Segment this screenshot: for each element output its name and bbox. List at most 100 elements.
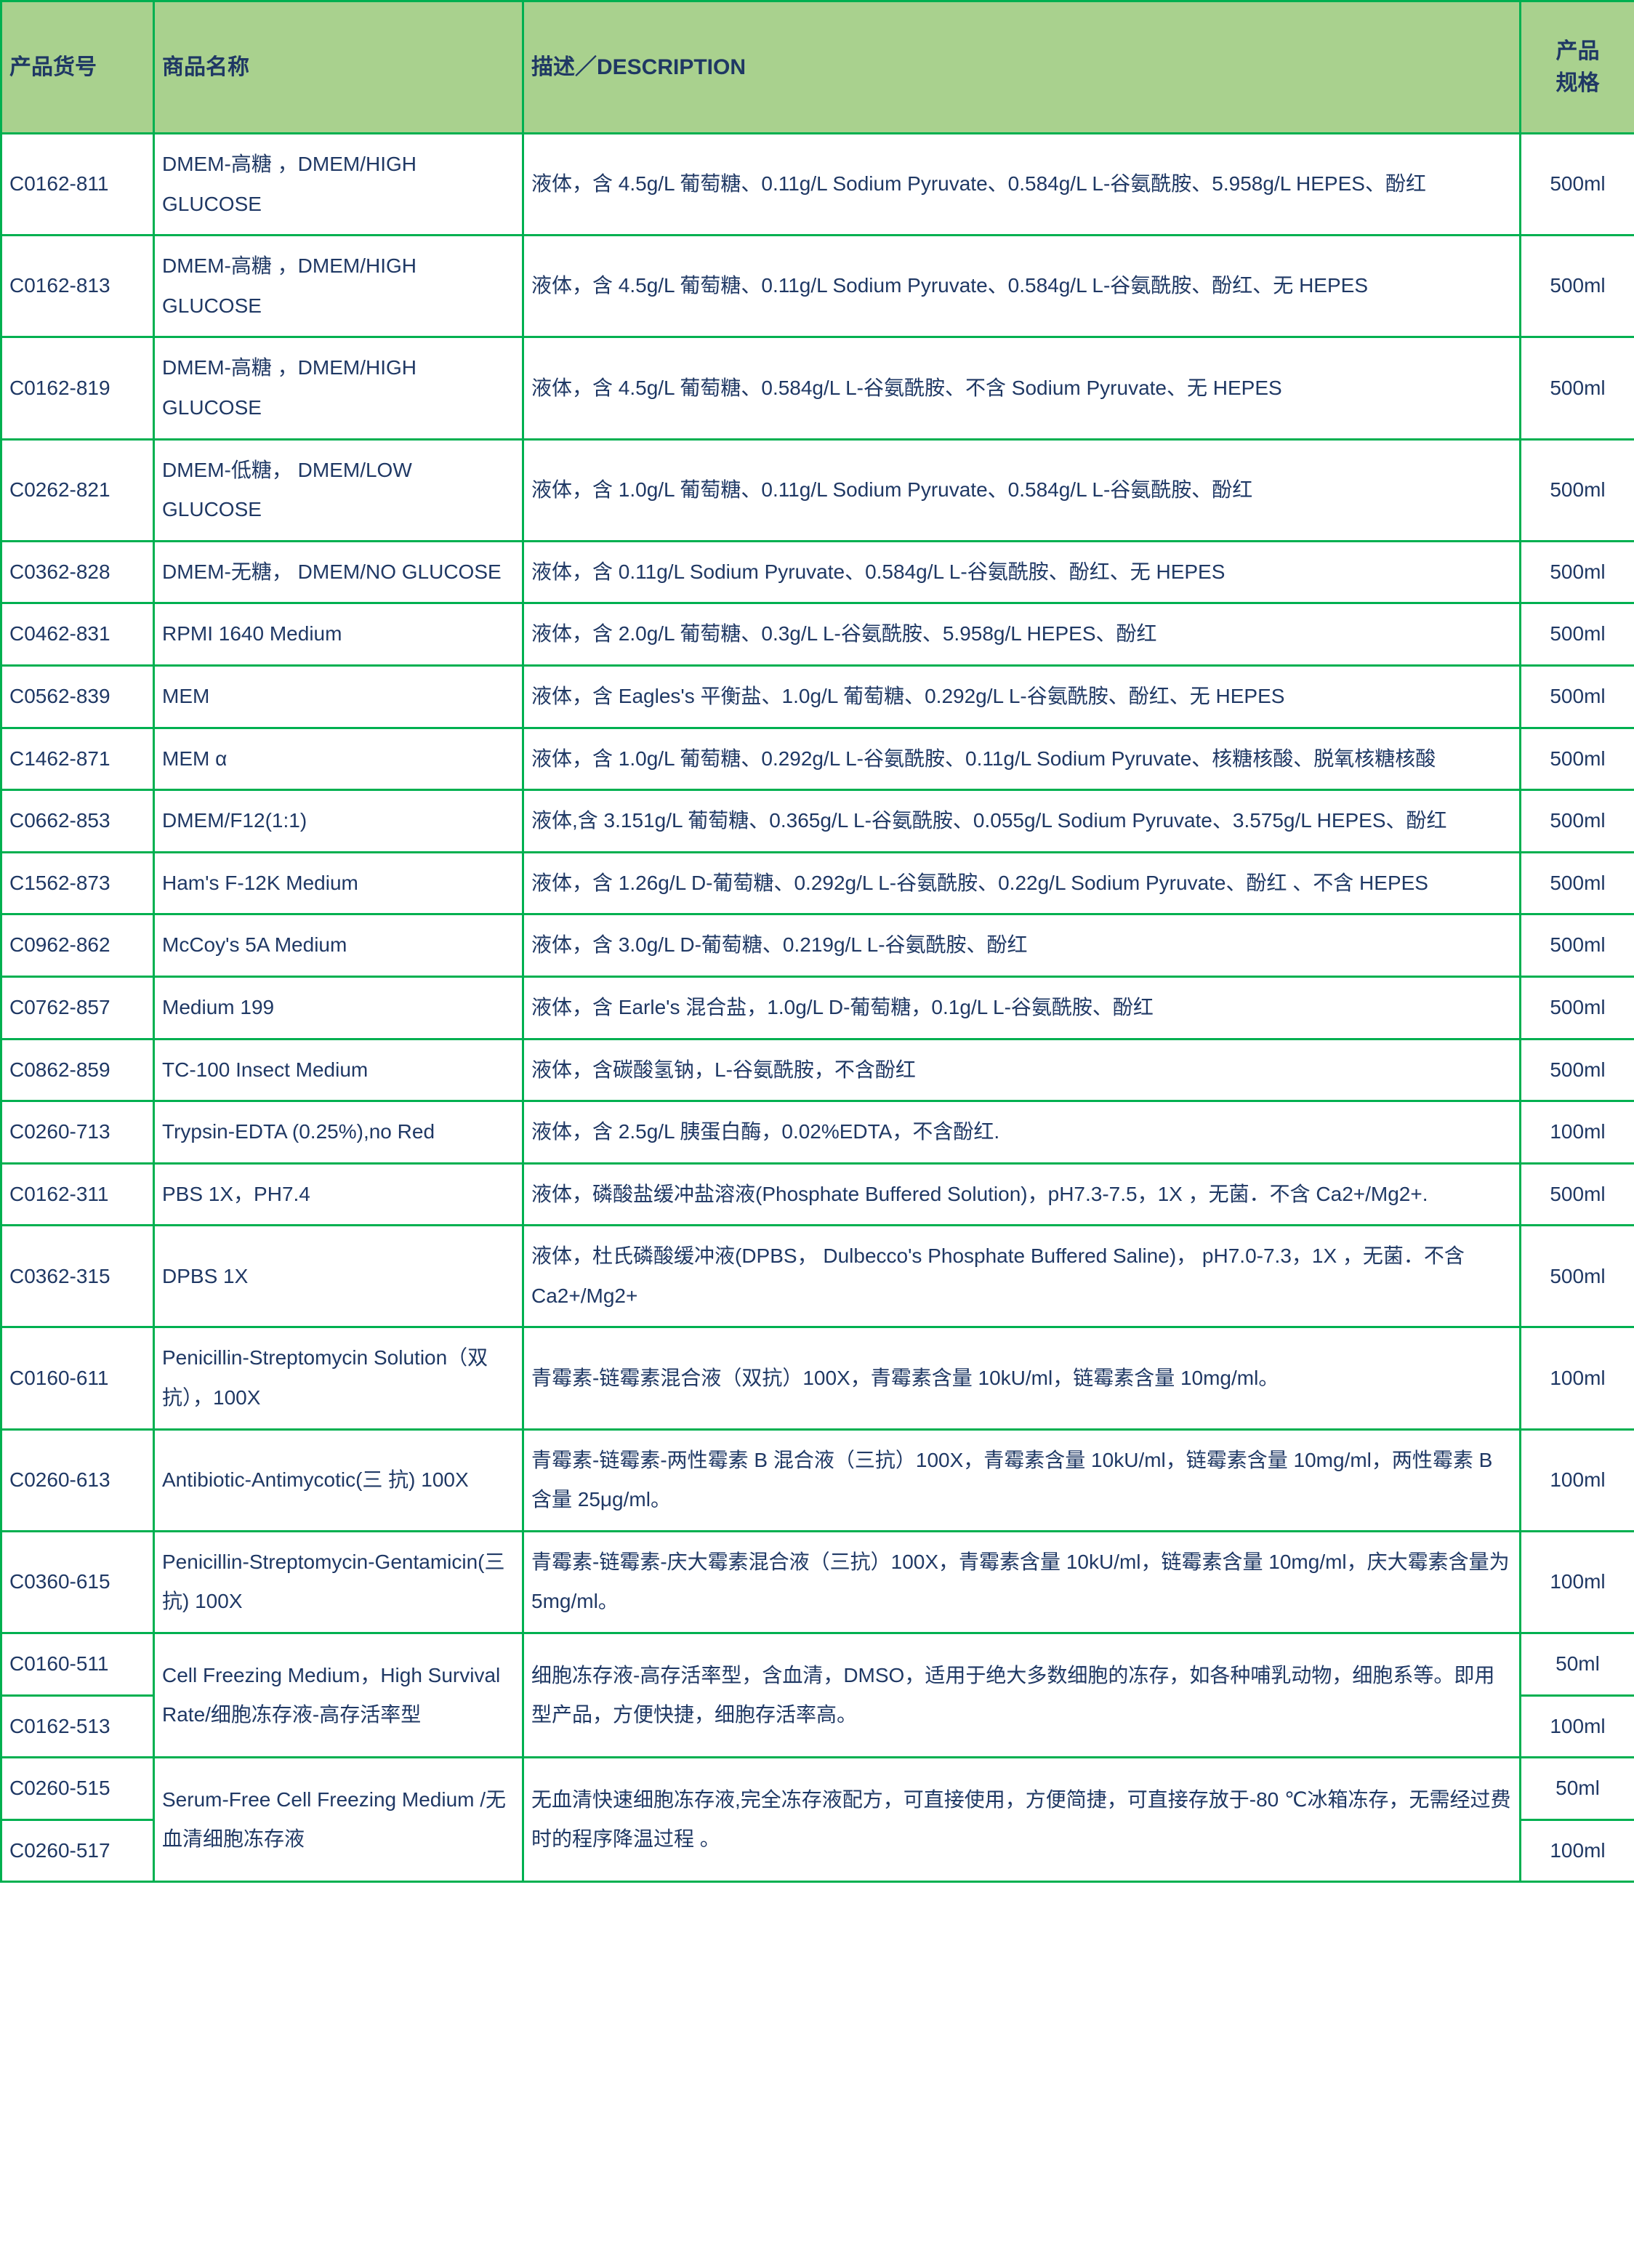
table-row: C0162-311 PBS 1X，PH7.4 液体，磷酸盐缓冲盐溶液(Phospha… — [0, 1162, 1634, 1227]
cell-specification: 100ml — [1519, 1818, 1634, 1883]
cell-product-code: C0162-311 — [0, 1162, 155, 1227]
cell-product-name: McCoy's 5A Medium — [153, 913, 524, 978]
cell-product-code: C0260-515 — [0, 1756, 155, 1821]
cell-specification: 500ml — [1519, 913, 1634, 978]
table-row: C0162-811 DMEM-高糖 ，DMEM/HIGH GLUCOSE 液体，含 … — [0, 132, 1634, 237]
cell-description: 青霉素-链霉素混合液（双抗）100X，青霉素含量 10kU/ml，链霉素含量 1… — [522, 1326, 1521, 1431]
cell-product-name: DPBS 1X — [153, 1224, 524, 1329]
cell-product-name: DMEM-低糖， DMEM/LOW GLUCOSE — [153, 438, 524, 542]
cell-specification: 500ml — [1519, 1037, 1634, 1103]
cell-specification: 100ml — [1519, 1326, 1634, 1431]
cell-specification: 500ml — [1519, 1162, 1634, 1227]
cell-product-code: C1462-871 — [0, 726, 155, 792]
cell-product-name: Penicillin-Streptomycin-Gentamicin(三抗) 1… — [153, 1529, 524, 1635]
table-row: C1562-873 Ham's F-12K Medium 液体，含 1.26g/L … — [0, 850, 1634, 916]
table-body: C0162-811 DMEM-高糖 ，DMEM/HIGH GLUCOSE 液体，含 … — [0, 132, 1634, 1883]
cell-specification: 500ml — [1519, 336, 1634, 441]
cell-product-name: DMEM/F12(1:1) — [153, 789, 524, 853]
cell-product-name: TC-100 Insect Medium — [153, 1037, 524, 1103]
cell-description: 液体，含 3.0g/L D-葡萄糖、0.219g/L L-谷氨酰胺、酚红 — [522, 913, 1521, 978]
cell-specification: 100ml — [1519, 1529, 1634, 1635]
cell-description: 液体，含 4.5g/L 葡萄糖、0.11g/L Sodium Pyruvate、… — [522, 234, 1521, 339]
cell-product-code: C0260-517 — [0, 1818, 155, 1883]
cell-specification: 500ml — [1519, 726, 1634, 792]
column-header-specification-line2: 规格 — [1555, 71, 1600, 95]
table-header-row: 产品货号 商品名称 描述／DESCRIPTION 产品 规格 — [0, 0, 1634, 134]
cell-specification: 50ml — [1519, 1756, 1634, 1821]
cell-product-code: C0862-859 — [0, 1037, 155, 1103]
cell-description: 液体，含 0.11g/L Sodium Pyruvate、0.584g/L L-… — [522, 539, 1521, 605]
table-row: C0362-828 DMEM-无糖， DMEM/NO GLUCOSE 液体，含 0.… — [0, 539, 1634, 605]
cell-specification: 500ml — [1519, 539, 1634, 605]
table-header: 产品货号 商品名称 描述／DESCRIPTION 产品 规格 — [0, 0, 1634, 134]
cell-product-name: Cell Freezing Medium，High Survival Rate/… — [153, 1632, 524, 1759]
cell-product-code: C0362-828 — [0, 539, 155, 605]
cell-specification: 500ml — [1519, 132, 1634, 237]
table-row: C0762-857 Medium 199 液体，含 Earle's 混合盐，1.0g… — [0, 975, 1634, 1040]
table-row: C0162-513 100ml — [0, 1694, 1634, 1759]
table-row: C0160-511 Cell Freezing Medium，High Survi… — [0, 1632, 1634, 1759]
cell-description: 液体，磷酸盐缓冲盐溶液(Phosphate Buffered Solution)… — [522, 1162, 1521, 1227]
table-row: C0462-831 RPMI 1640 Medium 液体，含 2.0g/L 葡萄糖… — [0, 602, 1634, 667]
cell-description: 液体，含碳酸氢钠，L-谷氨酰胺，不含酚红 — [522, 1037, 1521, 1103]
cell-product-name: Penicillin-Streptomycin Solution（双抗），100… — [153, 1326, 524, 1431]
table-row: C0160-611 Penicillin-Streptomycin Solutio… — [0, 1326, 1634, 1431]
cell-product-code: C0462-831 — [0, 602, 155, 667]
cell-description: 青霉素-链霉素-庆大霉素混合液（三抗）100X，青霉素含量 10kU/ml，链霉… — [522, 1529, 1521, 1635]
column-header-specification: 产品 规格 — [1519, 0, 1634, 134]
cell-specification: 500ml — [1519, 438, 1634, 542]
cell-description: 液体，含 4.5g/L 葡萄糖、0.11g/L Sodium Pyruvate、… — [522, 132, 1521, 237]
table-row: C1462-871 MEM α 液体，含 1.0g/L 葡萄糖、0.292g/L L… — [0, 726, 1634, 792]
cell-specification: 100ml — [1519, 1428, 1634, 1532]
cell-description: 液体，含 Eagles's 平衡盐、1.0g/L 葡萄糖、0.292g/L L-… — [522, 664, 1521, 729]
cell-specification: 500ml — [1519, 975, 1634, 1040]
table-row: C0260-515 Serum-Free Cell Freezing Medium… — [0, 1756, 1634, 1883]
product-catalog-table: 产品货号 商品名称 描述／DESCRIPTION 产品 规格 C0162-811… — [0, 0, 1634, 1883]
cell-product-code: C0160-611 — [0, 1326, 155, 1431]
cell-product-name: RPMI 1640 Medium — [153, 602, 524, 667]
cell-specification: 500ml — [1519, 602, 1634, 667]
column-header-specification-line1: 产品 — [1555, 39, 1600, 63]
cell-product-code: C0562-839 — [0, 664, 155, 729]
table-row: C0260-517 100ml — [0, 1818, 1634, 1883]
cell-specification: 100ml — [1519, 1100, 1634, 1165]
cell-specification: 50ml — [1519, 1632, 1634, 1697]
cell-description: 液体，含 4.5g/L 葡萄糖、0.584g/L L-谷氨酰胺、不含 Sodiu… — [522, 336, 1521, 441]
cell-description: 液体，杜氏磷酸缓冲液(DPBS， Dulbecco's Phosphate Bu… — [522, 1224, 1521, 1329]
cell-product-code: C0260-613 — [0, 1428, 155, 1532]
cell-product-name: MEM α — [153, 726, 524, 792]
table-row: C0562-839 MEM 液体，含 Eagles's 平衡盐、1.0g/L 葡萄糖… — [0, 664, 1634, 729]
cell-product-code: C0262-821 — [0, 438, 155, 542]
cell-specification: 500ml — [1519, 850, 1634, 916]
cell-description: 液体，含 Earle's 混合盐，1.0g/L D-葡萄糖，0.1g/L L-谷… — [522, 975, 1521, 1040]
cell-description: 液体,含 3.151g/L 葡萄糖、0.365g/L L-谷氨酰胺、0.055g… — [522, 789, 1521, 853]
cell-description: 液体，含 2.0g/L 葡萄糖、0.3g/L L-谷氨酰胺、5.958g/L H… — [522, 602, 1521, 667]
column-header-description: 描述／DESCRIPTION — [522, 0, 1521, 134]
cell-product-name: Ham's F-12K Medium — [153, 850, 524, 916]
cell-product-name: Serum-Free Cell Freezing Medium /无血清细胞冻存… — [153, 1756, 524, 1883]
cell-specification: 500ml — [1519, 789, 1634, 853]
cell-specification: 500ml — [1519, 234, 1634, 339]
cell-description: 细胞冻存液-高存活率型，含血清，DMSO，适用于绝大多数细胞的冻存，如各种哺乳动… — [522, 1632, 1521, 1759]
cell-product-code: C0762-857 — [0, 975, 155, 1040]
cell-description: 无血清快速细胞冻存液,完全冻存液配方，可直接使用，方便简捷，可直接存放于-80 … — [522, 1756, 1521, 1883]
cell-product-name: DMEM-高糖 ，DMEM/HIGH GLUCOSE — [153, 336, 524, 441]
table-row: C0260-613 Antibiotic-Antimycotic(三 抗) 100… — [0, 1428, 1634, 1532]
column-header-product-name: 商品名称 — [153, 0, 524, 134]
cell-product-name: DMEM-高糖 ，DMEM/HIGH GLUCOSE — [153, 132, 524, 237]
cell-description: 液体，含 1.0g/L 葡萄糖、0.292g/L L-谷氨酰胺、0.11g/L … — [522, 726, 1521, 792]
table-row: C0360-615 Penicillin-Streptomycin-Gentami… — [0, 1529, 1634, 1635]
cell-product-code: C0260-713 — [0, 1100, 155, 1165]
cell-product-name: PBS 1X，PH7.4 — [153, 1162, 524, 1227]
cell-product-code: C0360-615 — [0, 1529, 155, 1635]
table-row: C0260-713 Trypsin-EDTA (0.25%),no Red 液体，含… — [0, 1100, 1634, 1165]
cell-product-name: Medium 199 — [153, 975, 524, 1040]
column-header-product-code: 产品货号 — [0, 0, 155, 134]
table-row: C0162-819 DMEM-高糖 ，DMEM/HIGH GLUCOSE 液体，含 … — [0, 336, 1634, 441]
cell-product-name: Trypsin-EDTA (0.25%),no Red — [153, 1100, 524, 1165]
cell-description: 液体，含 2.5g/L 胰蛋白酶，0.02%EDTA，不含酚红. — [522, 1100, 1521, 1165]
cell-product-code: C0160-511 — [0, 1632, 155, 1697]
table-row: C0262-821 DMEM-低糖， DMEM/LOW GLUCOSE 液体，含 1… — [0, 438, 1634, 542]
cell-product-code: C0162-819 — [0, 336, 155, 441]
